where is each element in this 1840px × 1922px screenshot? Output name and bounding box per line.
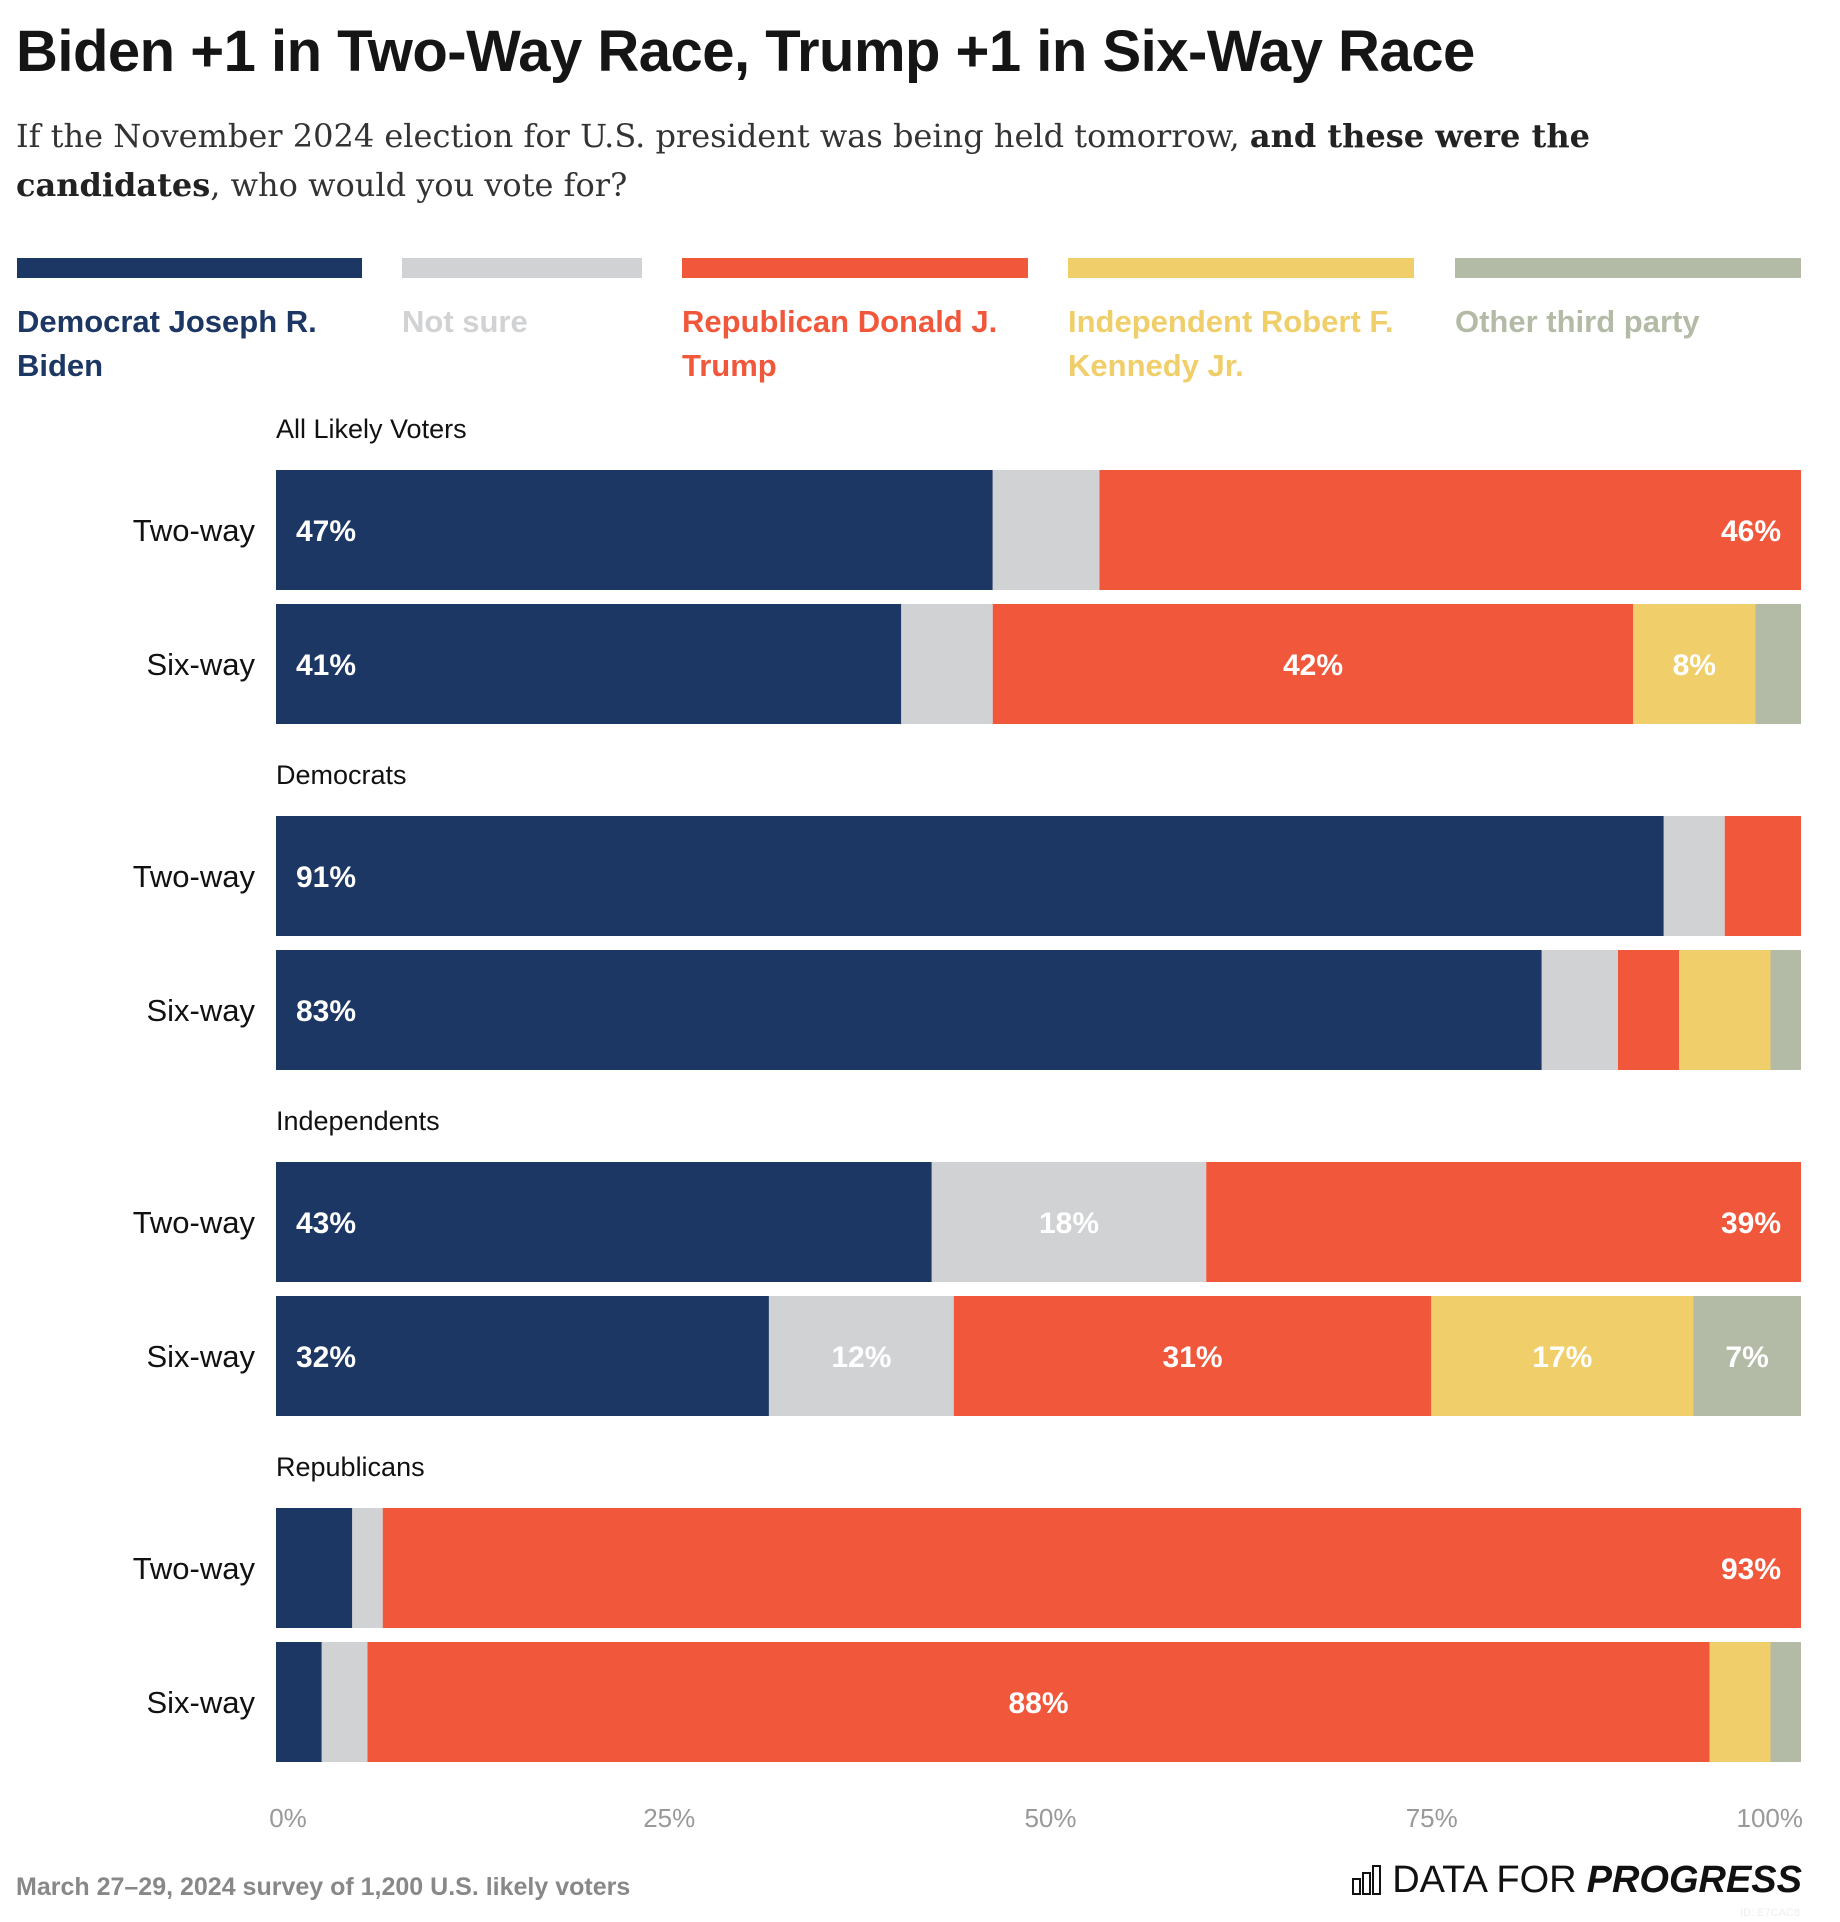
row-label: Six-way [146, 1339, 255, 1374]
subtitle-text-end: , who would you vote for? [210, 166, 628, 204]
bar-segment [1709, 1642, 1771, 1762]
bar-segment [1770, 950, 1801, 1070]
bar-segment [1724, 816, 1801, 936]
row-label: Two-way [133, 1205, 256, 1240]
chart-subtitle: If the November 2024 election for U.S. p… [16, 112, 1656, 210]
data-label: 88% [1008, 1687, 1068, 1720]
data-label: 93% [1721, 1553, 1781, 1586]
x-tick-label: 25% [643, 1803, 695, 1833]
row-label: Six-way [146, 993, 255, 1028]
legend-swatch [1068, 258, 1414, 278]
data-label: 8% [1673, 649, 1716, 682]
legend-swatch [682, 258, 1028, 278]
bar-segment [931, 1162, 1207, 1282]
bar-segment [953, 1296, 1432, 1416]
legend-swatch [402, 258, 642, 278]
bar-segment [1679, 950, 1771, 1070]
bar-segment [276, 1508, 353, 1628]
bar-segment [367, 1642, 1710, 1762]
bar-segment [276, 1296, 769, 1416]
bar-chart-logo-icon [1352, 1865, 1382, 1895]
bar-segment [382, 1508, 1801, 1628]
data-label: 32% [296, 1341, 356, 1374]
row-label: Six-way [146, 647, 255, 682]
data-label: 7% [1725, 1341, 1768, 1374]
group-heading: Republicans [276, 1452, 425, 1482]
legend-label: Other third party [1455, 304, 1700, 339]
bar-segment [1431, 1296, 1694, 1416]
stacked-bar-chart: All Likely Voters Two-way 47% 46% Six-way 41%… [133, 414, 1804, 1833]
legend-label: Not sure [402, 304, 528, 339]
data-label: 46% [1721, 515, 1781, 548]
bar-segment [992, 470, 1100, 590]
data-label: 12% [831, 1341, 891, 1374]
data-label: 31% [1163, 1341, 1223, 1374]
data-for-progress-logo: DATA FOR PROGRESS [1352, 1860, 1802, 1900]
group-heading: Independents [276, 1106, 440, 1136]
chart-title: Biden +1 in Two-Way Race, Trump +1 in Si… [16, 19, 1475, 84]
row-label: Two-way [133, 1551, 256, 1586]
logo-text: DATA FOR [1392, 1859, 1577, 1901]
row-label: Two-way [133, 513, 256, 548]
legend-item: Other third party [1455, 258, 1801, 344]
bar-segment [276, 470, 993, 590]
bar-segment [1206, 1162, 1801, 1282]
bar-segment [321, 1642, 368, 1762]
legend-item: Republican Donald J. Trump [682, 258, 1028, 388]
bar-segment [276, 604, 902, 724]
data-label: 83% [296, 995, 356, 1028]
legend-swatch [1455, 258, 1801, 278]
bar-segment [901, 604, 993, 724]
data-label: 91% [296, 861, 356, 894]
data-label: 18% [1039, 1207, 1099, 1240]
data-label: 47% [296, 515, 356, 548]
bar-segment [768, 1296, 954, 1416]
chart-id: ID: E7CAC8 [1740, 1907, 1800, 1919]
data-label: 42% [1283, 649, 1343, 682]
x-tick-label: 0% [269, 1803, 307, 1833]
group-heading: Democrats [276, 760, 407, 790]
legend-item: Democrat Joseph R. Biden [17, 258, 362, 388]
bar-segment [1693, 1296, 1801, 1416]
legend-label: Independent Robert F. Kennedy Jr. [1068, 304, 1394, 383]
row-label: Six-way [146, 1685, 255, 1720]
data-label: 39% [1721, 1207, 1781, 1240]
logo-bold-text: PROGRESS [1586, 1859, 1802, 1901]
subtitle-text: If the November 2024 election for U.S. p… [16, 117, 1250, 155]
bar-segment [276, 950, 1542, 1070]
legend-item: Independent Robert F. Kennedy Jr. [1068, 258, 1414, 388]
bar-segment [1618, 950, 1679, 1070]
bar-segment [276, 1642, 322, 1762]
bar-segment [1663, 816, 1725, 936]
bar-segment [352, 1508, 383, 1628]
bar-segment [1541, 950, 1618, 1070]
data-label: 43% [296, 1207, 356, 1240]
bar-segment [1099, 470, 1801, 590]
row-label: Two-way [133, 859, 256, 894]
bar-segment [992, 604, 1634, 724]
data-label: 41% [296, 649, 356, 682]
bar-segment [1633, 604, 1756, 724]
bar-segment [1755, 604, 1801, 724]
data-label: 17% [1532, 1341, 1592, 1374]
legend-swatch [17, 258, 362, 278]
legend-label: Republican Donald J. Trump [682, 304, 998, 383]
bar-segment [276, 816, 1664, 936]
subtitle-bold-text: and these were the candidates [16, 117, 1590, 204]
legend-item: Not sure [402, 258, 642, 344]
footer-source: March 27–29, 2024 survey of 1,200 U.S. l… [16, 1873, 631, 1901]
group-heading: All Likely Voters [276, 414, 467, 444]
bar-segment [1770, 1642, 1801, 1762]
bar-segment [276, 1162, 932, 1282]
x-tick-label: 50% [1024, 1803, 1076, 1833]
x-tick-label: 100% [1737, 1803, 1804, 1833]
x-tick-label: 75% [1406, 1803, 1458, 1833]
legend-label: Democrat Joseph R. Biden [17, 304, 317, 383]
